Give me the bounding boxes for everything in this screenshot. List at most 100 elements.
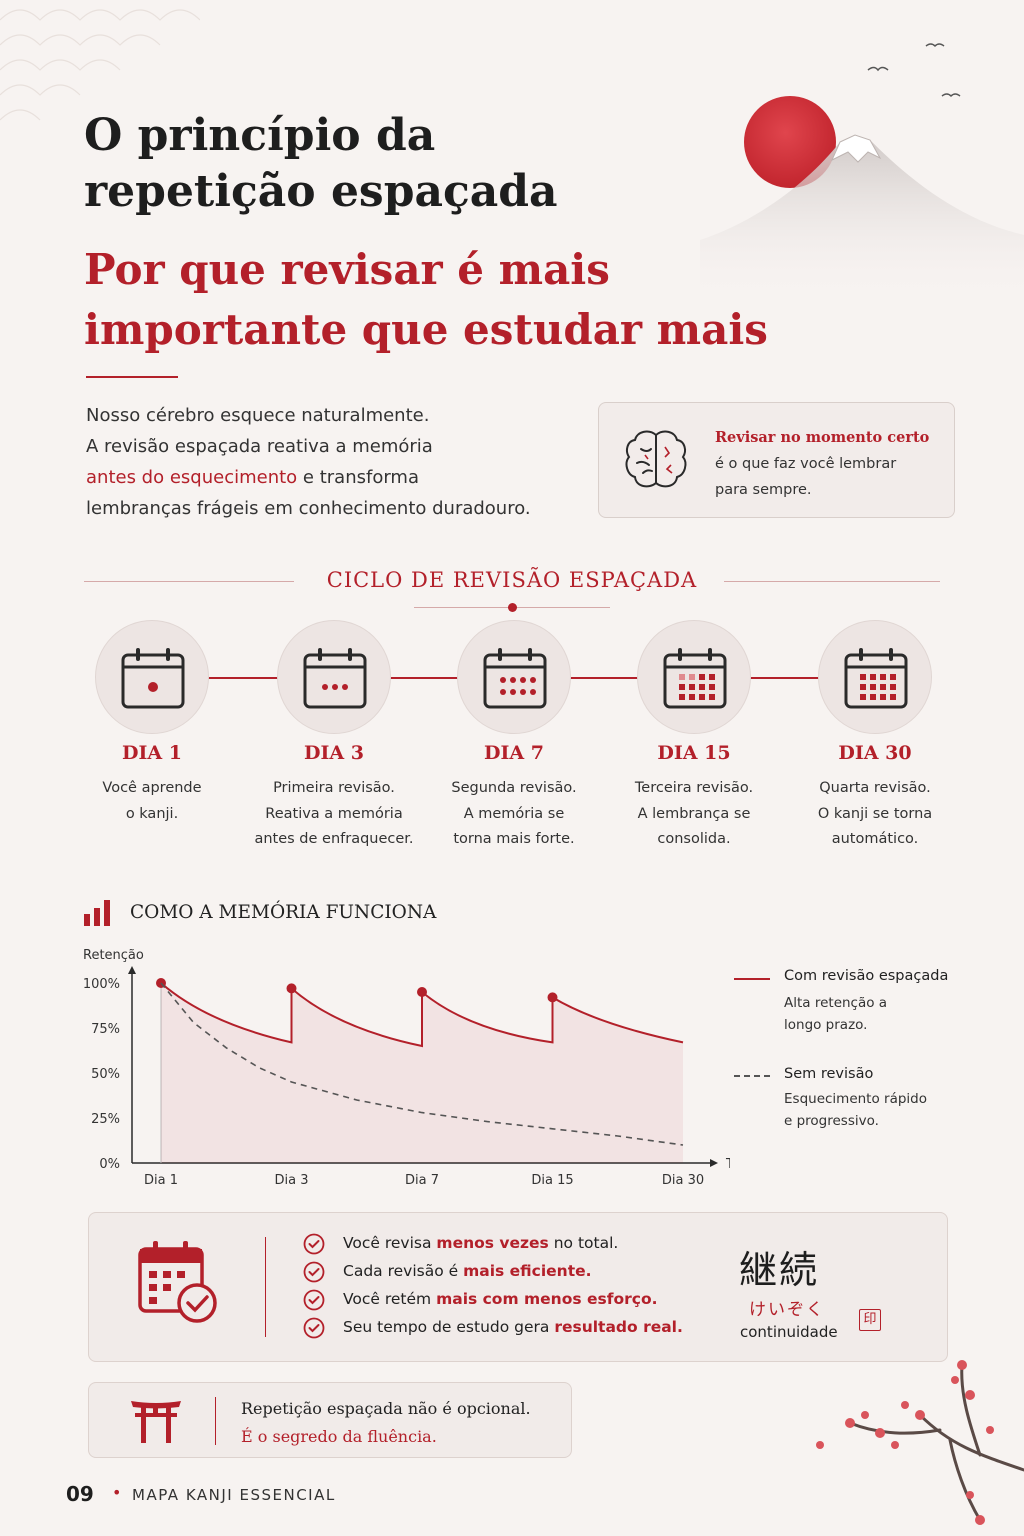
cycle-step-line: A lembrança se <box>637 805 751 822</box>
x-axis-arrow <box>710 1159 718 1167</box>
calendar-icon <box>663 648 727 709</box>
x-axis-label: Tempo <box>725 1157 730 1172</box>
cycle-step-description: Primeira revisão. Reativa a memória antes … <box>239 776 429 853</box>
callout-text: é o que faz você lembrar <box>715 456 897 472</box>
cycle-step-label: DIA 15 <box>657 742 731 764</box>
intro-text: e transforma <box>297 467 419 488</box>
cycle-step-line: consolida. <box>657 831 731 847</box>
cycle-title-rule-left <box>84 581 294 582</box>
series-line-with-review <box>160 982 684 1048</box>
cycle-step-description: Terceira revisão. A lembrança se consolida… <box>599 776 789 853</box>
review-point <box>417 987 427 997</box>
callout-box: Revisar no momento certo é o que faz voc… <box>598 402 955 518</box>
y-axis-label: Retenção <box>83 948 144 963</box>
y-tick-label: 100% <box>83 977 120 992</box>
cycle-step-circle <box>818 620 932 734</box>
cycle-title: CICLO DE REVISÃO ESPAÇADA <box>326 568 698 592</box>
legend-without-sub: e progressivo. <box>784 1113 879 1129</box>
cycle-step-line: antes de enfraquecer. <box>254 831 414 847</box>
footer-separator: • <box>112 1483 122 1502</box>
memory-chart: Retenção Tempo 100% 75% 50% 25% 0% Dia 1 Dia 3 Di… <box>83 948 730 1188</box>
torii-gate-icon <box>131 1401 181 1443</box>
title-divider <box>86 376 178 378</box>
calendar-icon <box>303 648 367 709</box>
cycle-step-circle <box>95 620 209 734</box>
quote-box: Repetição espaçada não é opcional. É o s… <box>88 1382 572 1458</box>
benefit-highlight: menos vezes <box>436 1234 549 1252</box>
intro-line: A revisão espaçada reativa a memória <box>86 436 433 457</box>
y-tick-label: 0% <box>99 1157 120 1172</box>
benefit-text: no total. <box>548 1234 619 1252</box>
y-tick-label: 25% <box>91 1112 120 1127</box>
cycle-step-line: Reativa a memória <box>265 805 403 822</box>
memory-title: COMO A MEMÓRIA FUNCIONA <box>130 902 437 923</box>
benefit-text: Você revisa <box>343 1234 437 1252</box>
cycle-step-line: o kanji. <box>125 805 179 822</box>
benefits-divider <box>265 1237 266 1337</box>
calendar-icon <box>844 648 908 709</box>
y-tick-label: 50% <box>91 1067 120 1082</box>
cycle-step-line: Quarta revisão. <box>819 780 931 796</box>
x-tick-label: Dia 7 <box>405 1173 439 1188</box>
legend-solid-swatch <box>734 978 770 980</box>
callout-text: para sempre. <box>715 482 812 498</box>
series-line-without-review <box>160 982 684 1146</box>
calendar-icon <box>483 648 547 709</box>
cycle-connector <box>750 677 820 679</box>
benefit-text: Você retém <box>343 1290 437 1308</box>
footer-book-title: MAPA KANJI ESSENCIAL <box>132 1486 336 1504</box>
y-tick-label: 75% <box>91 1022 120 1037</box>
legend-with-sub: Alta retenção a <box>784 995 888 1011</box>
legend-with-sub: longo prazo. <box>784 1017 868 1033</box>
check-circle-icon <box>303 1317 325 1339</box>
birds-icon <box>867 43 961 98</box>
x-tick-label: Dia 1 <box>144 1173 178 1188</box>
cycle-step-label: DIA 1 <box>122 742 182 764</box>
cycle-step-circle <box>637 620 751 734</box>
cycle-step-line: O kanji se torna <box>817 805 933 822</box>
intro-paragraph: Nosso cérebro esquece naturalmente. A re… <box>86 400 586 524</box>
cycle-step-circle <box>457 620 571 734</box>
cycle-connector <box>570 677 640 679</box>
cycle-step-circle <box>277 620 391 734</box>
intro-line: antes do esquecimento e transforma <box>86 462 586 493</box>
cycle-connector <box>208 677 278 679</box>
callout-highlight: Revisar no momento certo <box>715 429 930 446</box>
kana-text: けいぞく <box>749 1300 825 1320</box>
mountain-sun-illustration <box>700 43 1024 300</box>
cycle-step-line: A memória se <box>463 805 565 822</box>
legend-without-title: Sem revisão <box>784 1066 874 1082</box>
cycle-step-line: Terceira revisão. <box>634 780 754 796</box>
quote-line-2: É o segredo da fluência. <box>241 1427 437 1446</box>
cycle-title-dot <box>508 603 517 612</box>
quote-divider <box>215 1397 216 1445</box>
cherry-blossom-decoration <box>816 1360 1024 1525</box>
benefits-box: Você revisa menos vezes no total. Cada re… <box>88 1212 948 1362</box>
check-circle-icon <box>303 1233 325 1255</box>
cycle-step-line: Você aprende <box>102 780 202 796</box>
cycle-step-description: Quarta revisão. O kanji se torna automátic… <box>780 776 970 853</box>
check-circle-icon <box>303 1261 325 1283</box>
cycle-step-label: DIA 7 <box>484 742 544 764</box>
benefit-highlight: mais com menos esforço. <box>436 1290 658 1308</box>
page-number: 09 <box>66 1482 94 1506</box>
cycle-step-line: automático. <box>831 831 919 847</box>
quote-line-1: Repetição espaçada não é opcional. <box>241 1399 531 1418</box>
x-tick-label: Dia 3 <box>275 1173 309 1188</box>
kanji-text: 継続 <box>739 1248 820 1292</box>
wave-pattern-decoration <box>0 9 200 121</box>
cycle-step-label: DIA 30 <box>838 742 912 764</box>
intro-line: Nosso cérebro esquece naturalmente. <box>86 405 430 426</box>
calendar-icon <box>121 648 185 709</box>
check-circle-icon <box>303 1289 325 1311</box>
legend-without-sub: Esquecimento rápido <box>784 1091 927 1107</box>
sun-icon <box>744 96 836 188</box>
cycle-step-label: DIA 3 <box>304 742 364 764</box>
intro-highlight: antes do esquecimento <box>86 467 298 488</box>
benefit-text: Cada revisão é <box>343 1262 464 1280</box>
page-subtitle: Por que revisar é mais importante que es… <box>84 245 768 354</box>
benefit-highlight: resultado real. <box>554 1318 683 1336</box>
intro-line: lembranças frágeis em conhecimento durad… <box>86 498 531 519</box>
brain-icon <box>625 430 687 488</box>
cycle-step-line: torna mais forte. <box>453 831 575 847</box>
